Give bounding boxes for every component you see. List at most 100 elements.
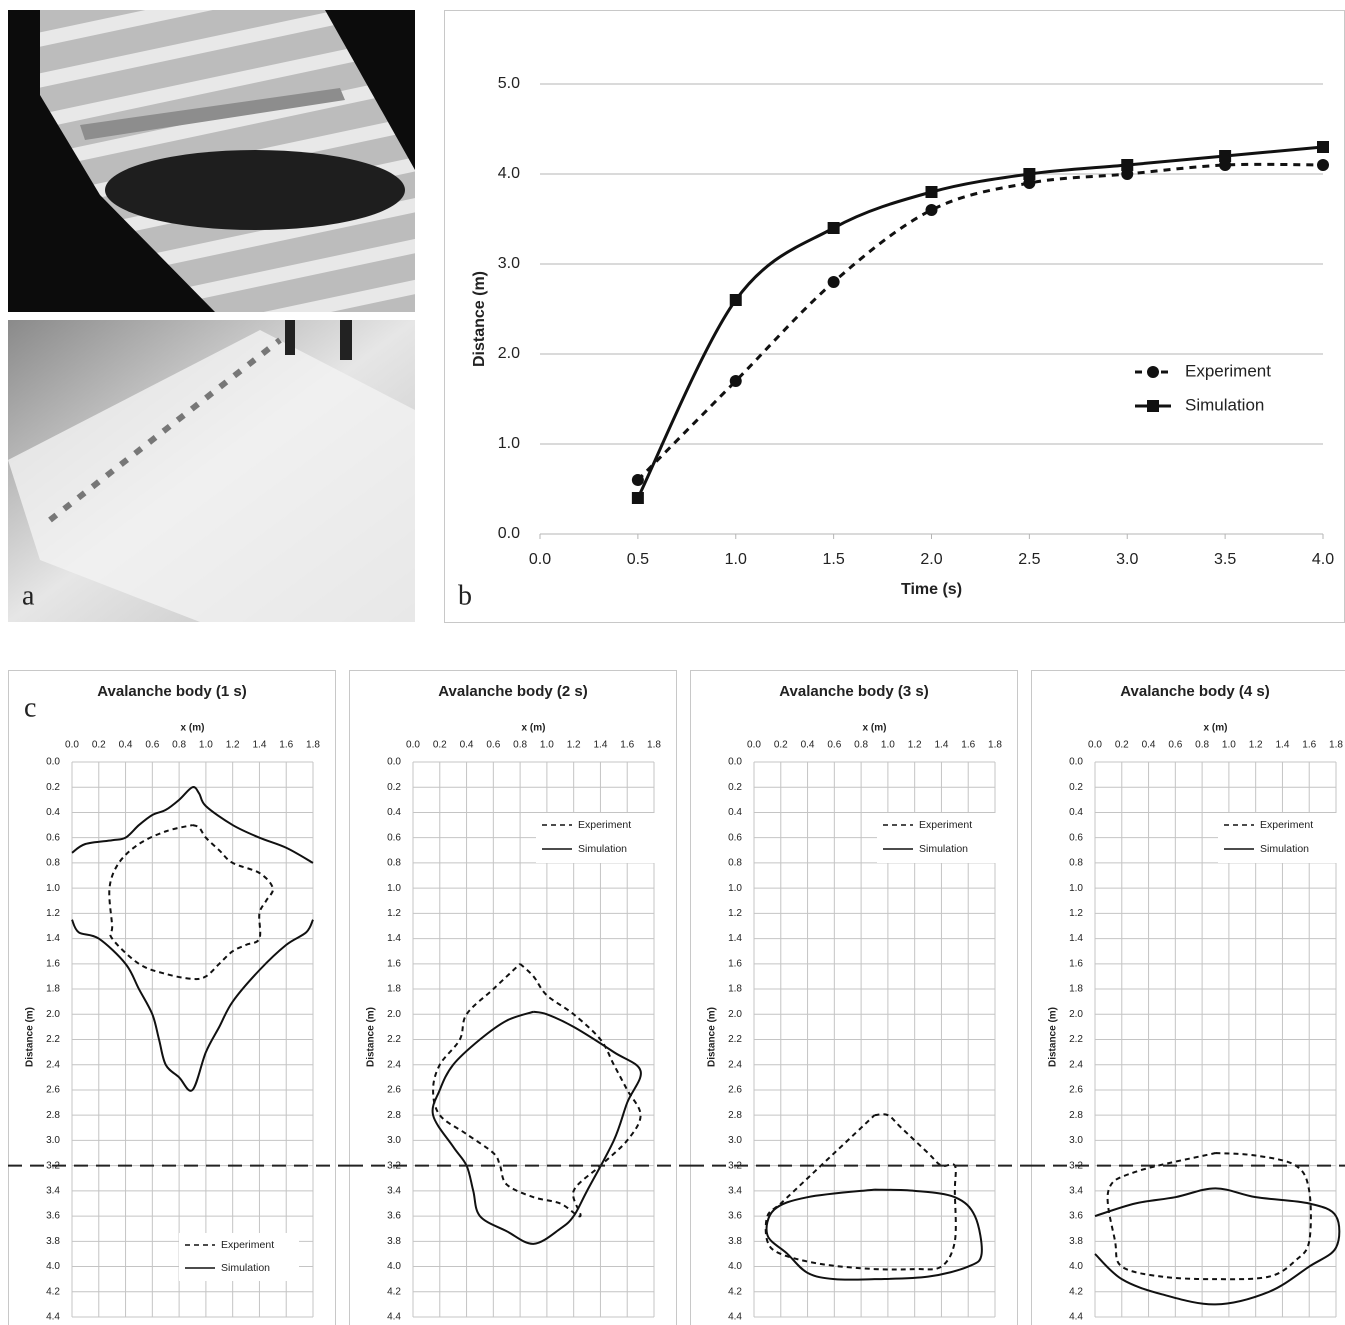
y-axis-label: Distance (m) bbox=[366, 1007, 377, 1067]
y-tick-label: 1.8 bbox=[387, 984, 401, 995]
x-tick-label: 0.6 bbox=[1168, 740, 1182, 751]
y-tick-label: 1.6 bbox=[1069, 958, 1083, 969]
x-tick-label: 0.0 bbox=[65, 740, 79, 751]
y-tick-label: 0.8 bbox=[46, 858, 60, 869]
y-tick-label: 0.4 bbox=[46, 807, 60, 818]
x-tick-label: 0.8 bbox=[1195, 740, 1209, 751]
y-tick-label: 0.2 bbox=[1069, 782, 1083, 793]
marker bbox=[730, 375, 742, 387]
y-tick-label: 0.2 bbox=[46, 782, 60, 793]
x-tick-label: 1.6 bbox=[620, 740, 634, 751]
y-tick-label: 0.0 bbox=[498, 525, 520, 542]
y-tick-label: 4.4 bbox=[46, 1312, 60, 1323]
y-tick-label: 1.4 bbox=[387, 933, 401, 944]
y-tick-label: 4.2 bbox=[1069, 1286, 1083, 1297]
y-tick-label: 2.6 bbox=[387, 1085, 401, 1096]
x-tick-label: 3.0 bbox=[1116, 551, 1138, 568]
y-tick-label: 3.6 bbox=[46, 1211, 60, 1222]
y-tick-label: 1.0 bbox=[498, 435, 520, 452]
marker bbox=[1121, 159, 1133, 171]
x-tick-label: 0.0 bbox=[529, 551, 551, 568]
x-tick-label: 0.2 bbox=[774, 740, 788, 751]
y-tick-label: 1.6 bbox=[46, 958, 60, 969]
y-tick-label: 3.8 bbox=[387, 1236, 401, 1247]
y-tick-label: 2.2 bbox=[46, 1034, 60, 1045]
marker bbox=[1317, 159, 1329, 171]
y-tick-label: 1.0 bbox=[387, 883, 401, 894]
legend-label: Simulation bbox=[1185, 395, 1264, 414]
x-tick-label: 0.6 bbox=[827, 740, 841, 751]
x-tick-label: 1.0 bbox=[881, 740, 895, 751]
x-tick-label: 0.2 bbox=[92, 740, 106, 751]
y-tick-label: 1.0 bbox=[46, 883, 60, 894]
y-tick-label: 3.6 bbox=[1069, 1211, 1083, 1222]
x-tick-label: 0.0 bbox=[406, 740, 420, 751]
legend-label: Simulation bbox=[1260, 843, 1309, 855]
marker bbox=[632, 492, 644, 504]
y-tick-label: 0.0 bbox=[46, 757, 60, 768]
x-tick-label: 0.4 bbox=[119, 740, 133, 751]
y-tick-label: 4.0 bbox=[1069, 1261, 1083, 1272]
x-tick-label: 0.4 bbox=[801, 740, 815, 751]
x-tick-label: 1.0 bbox=[1222, 740, 1236, 751]
chart-title: Avalanche body (3 s) bbox=[779, 683, 929, 700]
y-tick-label: 4.0 bbox=[728, 1261, 742, 1272]
y-tick-label: 2.8 bbox=[46, 1110, 60, 1121]
x-axis-label: x (m) bbox=[522, 723, 546, 734]
y-tick-label: 4.0 bbox=[387, 1261, 401, 1272]
x-tick-label: 1.2 bbox=[567, 740, 581, 751]
panel-label: a bbox=[22, 580, 35, 611]
y-tick-label: 3.0 bbox=[498, 255, 520, 272]
x-tick-label: 0.2 bbox=[1115, 740, 1129, 751]
y-tick-label: 3.0 bbox=[1069, 1135, 1083, 1146]
y-tick-label: 0.4 bbox=[387, 807, 401, 818]
y-axis-label: Distance (m) bbox=[25, 1007, 36, 1067]
marker bbox=[632, 474, 644, 486]
x-tick-label: 1.6 bbox=[279, 740, 293, 751]
y-tick-label: 0.8 bbox=[1069, 858, 1083, 869]
chart-title: Avalanche body (2 s) bbox=[438, 683, 588, 700]
y-tick-label: 0.4 bbox=[728, 807, 742, 818]
legend-marker bbox=[1147, 400, 1159, 412]
x-tick-label: 1.2 bbox=[1249, 740, 1263, 751]
y-tick-label: 1.8 bbox=[728, 984, 742, 995]
y-tick-label: 4.4 bbox=[387, 1312, 401, 1323]
y-tick-label: 0.0 bbox=[387, 757, 401, 768]
x-tick-label: 0.4 bbox=[460, 740, 474, 751]
legend-label: Simulation bbox=[919, 843, 968, 855]
x-tick-label: 1.0 bbox=[199, 740, 213, 751]
y-tick-label: 2.8 bbox=[387, 1110, 401, 1121]
y-tick-label: 3.8 bbox=[46, 1236, 60, 1247]
y-tick-label: 2.0 bbox=[1069, 1009, 1083, 1020]
y-tick-label: 2.0 bbox=[728, 1009, 742, 1020]
page: {"photo_panel": {"label": "a"}, "chart_d… bbox=[0, 0, 1345, 1325]
x-tick-label: 1.4 bbox=[252, 740, 266, 751]
series-line bbox=[433, 1012, 641, 1244]
y-tick-label: 1.2 bbox=[1069, 908, 1083, 919]
y-tick-label: 1.2 bbox=[387, 908, 401, 919]
y-tick-label: 3.4 bbox=[728, 1186, 742, 1197]
y-tick-label: 1.4 bbox=[46, 933, 60, 944]
series-line bbox=[1095, 1188, 1339, 1304]
y-tick-label: 0.0 bbox=[1069, 757, 1083, 768]
y-tick-label: 2.8 bbox=[1069, 1110, 1083, 1121]
y-tick-label: 0.0 bbox=[728, 757, 742, 768]
y-tick-label: 2.6 bbox=[1069, 1085, 1083, 1096]
y-tick-label: 0.2 bbox=[728, 782, 742, 793]
marker bbox=[1023, 168, 1035, 180]
y-tick-label: 3.4 bbox=[387, 1186, 401, 1197]
y-tick-label: 3.0 bbox=[387, 1135, 401, 1146]
y-tick-label: 5.0 bbox=[498, 75, 520, 92]
y-tick-label: 1.8 bbox=[1069, 984, 1083, 995]
y-tick-label: 3.8 bbox=[1069, 1236, 1083, 1247]
y-tick-label: 0.8 bbox=[728, 858, 742, 869]
x-tick-label: 4.0 bbox=[1312, 551, 1334, 568]
y-tick-label: 3.0 bbox=[728, 1135, 742, 1146]
series-line bbox=[109, 825, 273, 979]
y-tick-label: 1.0 bbox=[728, 883, 742, 894]
y-tick-label: 1.4 bbox=[1069, 933, 1083, 944]
y-tick-label: 2.0 bbox=[387, 1009, 401, 1020]
y-tick-label: 2.4 bbox=[1069, 1059, 1083, 1070]
x-tick-label: 0.0 bbox=[747, 740, 761, 751]
y-tick-label: 1.0 bbox=[1069, 883, 1083, 894]
